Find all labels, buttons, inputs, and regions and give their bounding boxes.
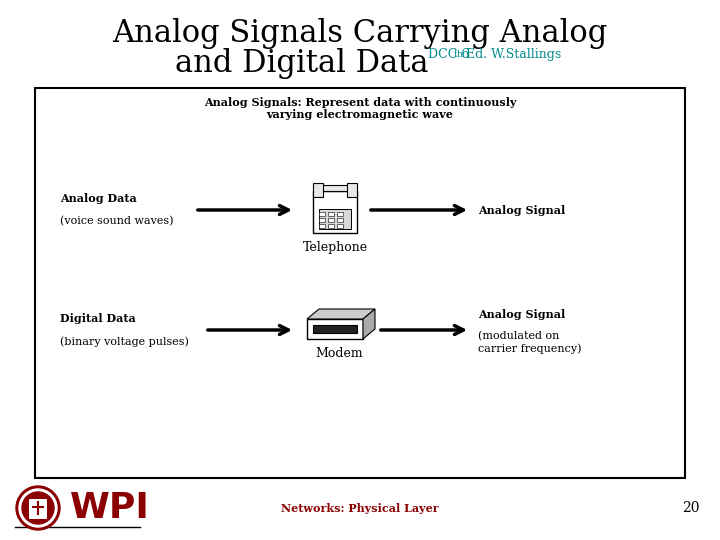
Bar bbox=[319, 218, 325, 222]
FancyBboxPatch shape bbox=[29, 499, 47, 519]
Text: DCC 6: DCC 6 bbox=[428, 48, 469, 61]
Text: Telephone: Telephone bbox=[302, 241, 368, 254]
Text: Analog Signals: Represent data with continuously: Analog Signals: Represent data with cont… bbox=[204, 97, 516, 108]
Text: (voice sound waves): (voice sound waves) bbox=[60, 216, 174, 226]
Bar bbox=[328, 224, 334, 228]
Text: Networks: Physical Layer: Networks: Physical Layer bbox=[282, 503, 438, 514]
Bar bbox=[337, 218, 343, 222]
Text: (binary voltage pulses): (binary voltage pulses) bbox=[60, 336, 189, 347]
Text: Analog Signal: Analog Signal bbox=[478, 205, 565, 215]
Bar bbox=[319, 224, 325, 228]
Text: Modem: Modem bbox=[315, 347, 363, 360]
Text: Ed. W.Stallings: Ed. W.Stallings bbox=[462, 48, 562, 61]
Circle shape bbox=[22, 492, 54, 524]
Bar bbox=[315, 185, 355, 191]
Bar bbox=[313, 191, 357, 233]
Bar bbox=[347, 183, 357, 197]
Text: (modulated on: (modulated on bbox=[478, 331, 559, 341]
Bar bbox=[319, 209, 351, 229]
Polygon shape bbox=[307, 309, 375, 319]
Text: Analog Signals Carrying Analog: Analog Signals Carrying Analog bbox=[112, 18, 608, 49]
Text: varying electromagnetic wave: varying electromagnetic wave bbox=[266, 109, 454, 120]
Circle shape bbox=[19, 489, 57, 527]
Polygon shape bbox=[363, 309, 375, 339]
Bar bbox=[313, 325, 357, 333]
Text: th: th bbox=[454, 50, 464, 59]
Bar bbox=[328, 212, 334, 216]
Text: and Digital Data: and Digital Data bbox=[175, 48, 428, 79]
Text: Analog Data: Analog Data bbox=[60, 193, 137, 204]
Bar bbox=[328, 218, 334, 222]
Bar bbox=[337, 212, 343, 216]
Bar bbox=[307, 319, 363, 339]
Circle shape bbox=[16, 486, 60, 530]
Bar bbox=[337, 224, 343, 228]
Text: WPI: WPI bbox=[70, 491, 150, 525]
Text: carrier frequency): carrier frequency) bbox=[478, 343, 582, 354]
Bar bbox=[319, 212, 325, 216]
Text: Digital Data: Digital Data bbox=[60, 313, 136, 324]
Bar bbox=[35, 88, 685, 478]
Text: Analog Signal: Analog Signal bbox=[478, 309, 565, 320]
Text: 20: 20 bbox=[683, 501, 700, 515]
Bar bbox=[313, 183, 323, 197]
